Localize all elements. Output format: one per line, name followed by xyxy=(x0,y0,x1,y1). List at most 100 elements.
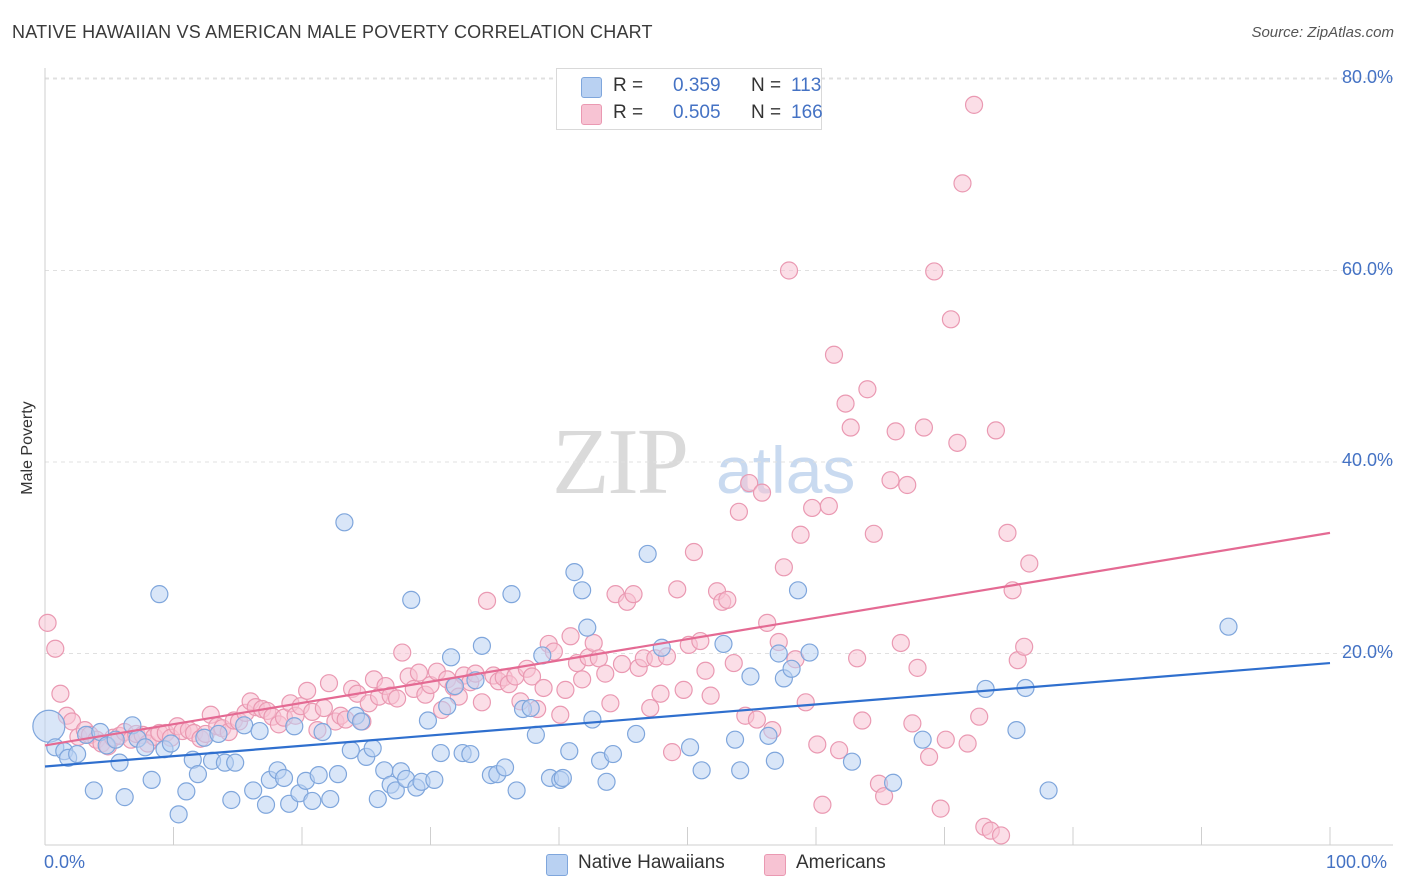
americans-point xyxy=(848,649,867,668)
americans-point xyxy=(925,262,944,281)
americans-point xyxy=(919,747,939,767)
americans-point xyxy=(684,542,704,562)
native-hawaiians-point xyxy=(256,795,276,814)
americans-point xyxy=(46,639,65,658)
native-hawaiians-point xyxy=(68,744,87,764)
americans-point xyxy=(624,585,643,604)
native-hawaiians-point xyxy=(680,738,700,757)
native-hawaiians-point xyxy=(136,738,155,757)
americans-trend-line xyxy=(44,531,1331,747)
native-hawaiians-point xyxy=(573,581,592,600)
native-hawaiians-point xyxy=(578,618,597,637)
americans-point xyxy=(477,591,497,610)
pink-swatch xyxy=(764,854,786,876)
native-hawaiians-point xyxy=(466,671,485,690)
n-label: N = xyxy=(751,102,782,123)
r-value: 0.359 xyxy=(673,75,721,96)
americans-point xyxy=(701,686,720,705)
americans-point xyxy=(914,418,934,437)
americans-points xyxy=(38,95,1039,845)
americans-point xyxy=(556,680,575,699)
americans-point xyxy=(931,799,950,818)
native-hawaiians-point xyxy=(438,697,457,716)
native-hawaiians-point xyxy=(1007,720,1026,740)
americans-point xyxy=(409,663,429,682)
americans-point xyxy=(472,693,491,712)
native-hawaiians-point xyxy=(110,753,129,772)
native-hawaiians-point xyxy=(303,791,322,811)
native-hawaiians-point xyxy=(597,772,616,791)
native-hawaiians-point xyxy=(560,742,579,761)
native-hawaiians-point xyxy=(169,805,188,824)
native-hawaiians-point xyxy=(209,724,228,744)
x-tick-label-min: 0.0% xyxy=(44,852,86,872)
native-hawaiians-point xyxy=(461,744,480,764)
native-hawaiians-point xyxy=(115,788,134,807)
americans-point xyxy=(779,261,799,280)
americans-point xyxy=(534,678,553,698)
americans-point xyxy=(908,658,927,677)
n-value: 166 xyxy=(791,102,823,123)
chart-title: NATIVE HAWAIIAN VS AMERICAN MALE POVERTY… xyxy=(12,22,653,42)
native-hawaiians-trend-line xyxy=(44,661,1331,768)
americans-point xyxy=(752,483,772,502)
r-label: R = xyxy=(613,102,644,123)
americans-point xyxy=(836,394,855,413)
americans-point xyxy=(998,523,1017,542)
blue-swatch xyxy=(581,77,602,98)
native-hawaiians-point xyxy=(741,667,760,686)
americans-point xyxy=(819,496,838,516)
native-hawaiians-point xyxy=(445,676,465,696)
native-hawaiians-point xyxy=(386,781,405,800)
legend-label-americans: Americans xyxy=(796,852,886,873)
americans-point xyxy=(641,698,660,718)
native-hawaiians-point xyxy=(603,744,623,764)
americans-point xyxy=(596,664,615,683)
blue-swatch xyxy=(546,854,568,876)
americans-point xyxy=(881,471,900,490)
native-hawaiians-point xyxy=(402,590,421,609)
watermark-atlas: atlas xyxy=(716,433,856,507)
native-hawaiians-point xyxy=(731,761,750,780)
native-hawaiians-point xyxy=(800,643,819,662)
americans-point xyxy=(1015,637,1034,656)
native-hawaiians-point xyxy=(782,659,801,678)
native-hawaiians-point xyxy=(692,761,711,780)
native-hawaiians-point xyxy=(883,773,903,792)
y-tick-label: 80.0% xyxy=(1341,67,1393,87)
native-hawaiians-point xyxy=(1039,781,1058,800)
americans-point xyxy=(740,473,759,493)
americans-point xyxy=(936,730,955,749)
x-tick-label-max: 100.0% xyxy=(1326,852,1388,872)
americans-point xyxy=(808,735,827,754)
native-hawaiians-point xyxy=(161,734,181,753)
americans-point xyxy=(1020,554,1039,573)
americans-point xyxy=(51,684,70,703)
americans-point xyxy=(387,689,407,708)
grid-lines xyxy=(45,77,1393,654)
americans-point xyxy=(551,705,570,724)
americans-point xyxy=(796,693,815,712)
native-hawaiians-point xyxy=(521,698,540,718)
native-hawaiians-point xyxy=(352,712,371,731)
native-hawaiians-point xyxy=(368,789,387,809)
n-label: N = xyxy=(751,75,782,96)
native-hawaiians-point xyxy=(507,781,526,800)
r-label: R = xyxy=(613,75,644,96)
americans-point xyxy=(758,613,777,632)
native-hawaiians-point xyxy=(309,766,328,785)
americans-point xyxy=(864,524,883,543)
native-hawaiians-point xyxy=(222,790,241,810)
y-tick-label: 40.0% xyxy=(1341,450,1393,470)
americans-point xyxy=(774,558,793,577)
native-hawaiians-point xyxy=(913,730,932,749)
native-hawaiians-point xyxy=(626,724,646,744)
americans-point xyxy=(970,707,989,726)
americans-point xyxy=(891,633,910,653)
legend-label-native-hawaiians: Native Hawaiians xyxy=(578,852,725,873)
americans-point xyxy=(991,826,1011,845)
native-hawaiians-point xyxy=(244,781,263,800)
native-hawaiians-point xyxy=(765,751,784,770)
native-hawaiians-point xyxy=(425,770,444,789)
americans-point xyxy=(393,643,412,662)
